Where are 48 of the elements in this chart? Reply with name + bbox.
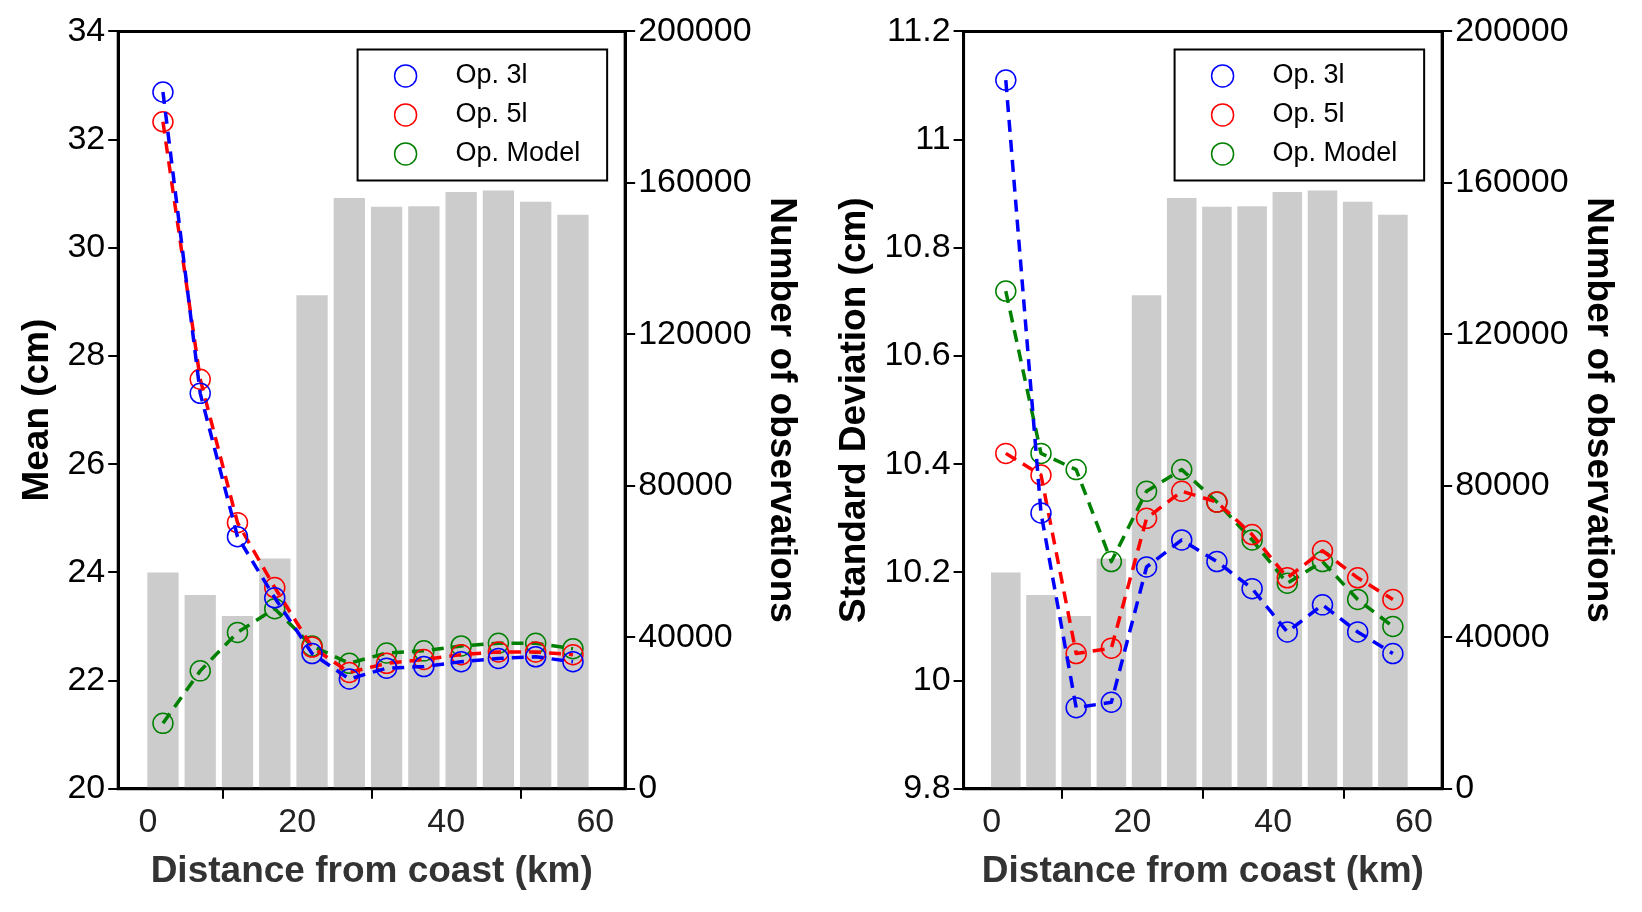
- y-axis-title: Standard Deviation (cm): [832, 197, 874, 623]
- y2-tick-label: 200000: [638, 9, 752, 48]
- y-tick-label: 10.8: [884, 226, 951, 265]
- y2-tick-label: 40000: [1455, 615, 1550, 654]
- y2-axis-title: Number of observations: [1579, 197, 1621, 623]
- y2-tick-label: 160000: [1455, 161, 1569, 200]
- y2-tick-label: 0: [638, 767, 658, 806]
- y-tick-label: 22: [67, 658, 106, 697]
- y-tick-label: 9.8: [903, 767, 951, 806]
- y2-tick-label: 40000: [638, 615, 733, 654]
- x-axis-title: Distance from coast (km): [981, 849, 1424, 890]
- y-tick-label: 30: [67, 226, 106, 265]
- y2-tick-label: 0: [1455, 767, 1475, 806]
- x-tick-label: 60: [1395, 800, 1433, 839]
- legend-label: Op. 5l: [1272, 98, 1345, 129]
- legend-label: Op. 3l: [1272, 59, 1345, 90]
- y2-tick-label: 80000: [1455, 464, 1550, 503]
- x-tick-label: 20: [278, 800, 317, 839]
- x-tick-label: 60: [576, 800, 615, 839]
- y-tick-label: 11: [915, 117, 951, 156]
- x-tick-label: 40: [1254, 800, 1293, 839]
- x-tick-label: 0: [982, 800, 1002, 839]
- y-tick-label: 10.4: [884, 442, 951, 481]
- y2-axis-title: Number of observations: [762, 197, 804, 623]
- x-tick-label: 20: [1113, 800, 1152, 839]
- y2-tick-label: 80000: [638, 464, 733, 503]
- x-tick-label: 0: [138, 800, 158, 839]
- y-tick-label: 20: [67, 767, 106, 806]
- y-axis-title: Mean (cm): [15, 318, 57, 502]
- y-tick-label: 24: [67, 550, 106, 589]
- y2-tick-label: 120000: [1455, 312, 1569, 351]
- y2-tick-label: 120000: [638, 312, 752, 351]
- y-tick-label: 10.2: [884, 550, 951, 589]
- y-tick-label: 28: [67, 334, 106, 373]
- y-tick-label: 10: [912, 658, 951, 697]
- legend-label: Op. Model: [1272, 137, 1398, 168]
- y-tick-label: 34: [67, 9, 106, 48]
- y-tick-label: 32: [67, 117, 106, 156]
- x-axis-title: Distance from coast (km): [150, 849, 593, 890]
- legend-label: Op. Model: [455, 137, 581, 168]
- legend-label: Op. 5l: [455, 98, 528, 129]
- x-tick-label: 40: [427, 800, 466, 839]
- y-tick-label: 11.2: [886, 9, 951, 48]
- y2-tick-label: 200000: [1455, 9, 1569, 48]
- y2-tick-label: 160000: [638, 161, 752, 200]
- legend-label: Op. 3l: [455, 59, 528, 90]
- y-tick-label: 10.6: [884, 334, 951, 373]
- y-tick-label: 26: [67, 442, 106, 481]
